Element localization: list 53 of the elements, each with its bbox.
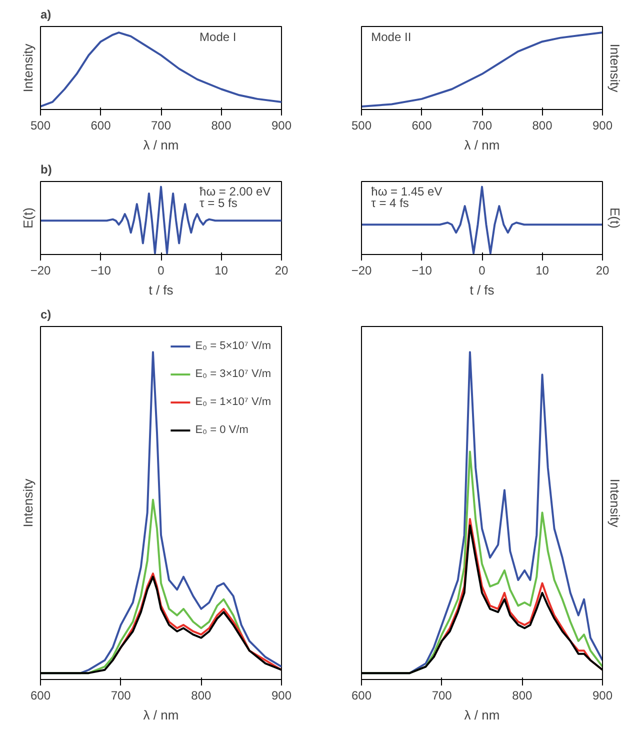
x-tick-label: −10	[412, 264, 432, 278]
x-tick-label: 10	[214, 264, 228, 278]
x-tick-label: 700	[432, 688, 452, 702]
annotation: Mode I	[200, 30, 236, 44]
annotation: τ = 5 fs	[200, 196, 238, 210]
x-tick-label: 800	[512, 688, 533, 702]
x-tick-label: 500	[351, 118, 372, 132]
x-axis-title: λ / nm	[143, 708, 179, 722]
x-tick-label: 600	[412, 118, 432, 132]
y2-axis-title: E(t)	[608, 208, 622, 228]
x-tick-label: 10	[536, 264, 550, 278]
x-axis-title: t / fs	[470, 282, 495, 298]
x-tick-label: 800	[191, 688, 212, 702]
x-axis-title: λ / nm	[143, 138, 179, 152]
y-axis-title: Intensity	[20, 478, 36, 528]
legend-label: E₀ = 5×10⁷ V/m	[195, 340, 271, 352]
annotation: Mode II	[371, 30, 412, 44]
x-tick-label: 600	[30, 688, 51, 702]
chart-title: a)	[40, 8, 52, 22]
x-tick-label: 900	[271, 118, 292, 132]
x-tick-label: −10	[90, 264, 112, 278]
x-axis-title: λ / nm	[464, 708, 500, 722]
annotation: τ = 4 fs	[371, 196, 409, 210]
x-tick-label: 0	[478, 264, 486, 278]
x-axis-title: λ / nm	[464, 138, 500, 152]
x-tick-label: 800	[532, 118, 553, 132]
y2-axis-title: Intensity	[608, 44, 622, 93]
y-axis-title: E(t)	[20, 208, 36, 228]
x-tick-label: 600	[90, 118, 112, 132]
chart-title: c)	[40, 308, 52, 322]
chart-title: b)	[40, 162, 52, 176]
x-tick-label: 700	[110, 688, 132, 702]
x-tick-label: 600	[351, 688, 372, 702]
legend-label: E₀ = 0 V/m	[195, 424, 248, 436]
y2-axis-title: Intensity	[608, 478, 622, 528]
x-tick-label: 20	[596, 264, 610, 278]
annotation: ħω = 2.00 eV	[200, 184, 271, 198]
x-tick-label: 500	[30, 118, 51, 132]
y-axis-title: Intensity	[20, 43, 36, 92]
legend-label: E₀ = 1×10⁷ V/m	[195, 396, 271, 408]
x-tick-label: 900	[271, 688, 292, 702]
x-tick-label: 800	[211, 118, 232, 132]
x-tick-label: 700	[150, 118, 172, 132]
x-tick-label: 700	[472, 118, 492, 132]
x-tick-label: 900	[592, 118, 613, 132]
x-tick-label: −20	[351, 264, 372, 278]
x-tick-label: 20	[274, 264, 288, 278]
x-tick-label: −20	[30, 264, 52, 278]
x-tick-label: 900	[592, 688, 613, 702]
x-tick-label: 0	[158, 264, 165, 278]
x-axis-title: t / fs	[148, 282, 174, 298]
annotation: ħω = 1.45 eV	[371, 184, 442, 198]
legend-label: E₀ = 3×10⁷ V/m	[195, 368, 271, 380]
